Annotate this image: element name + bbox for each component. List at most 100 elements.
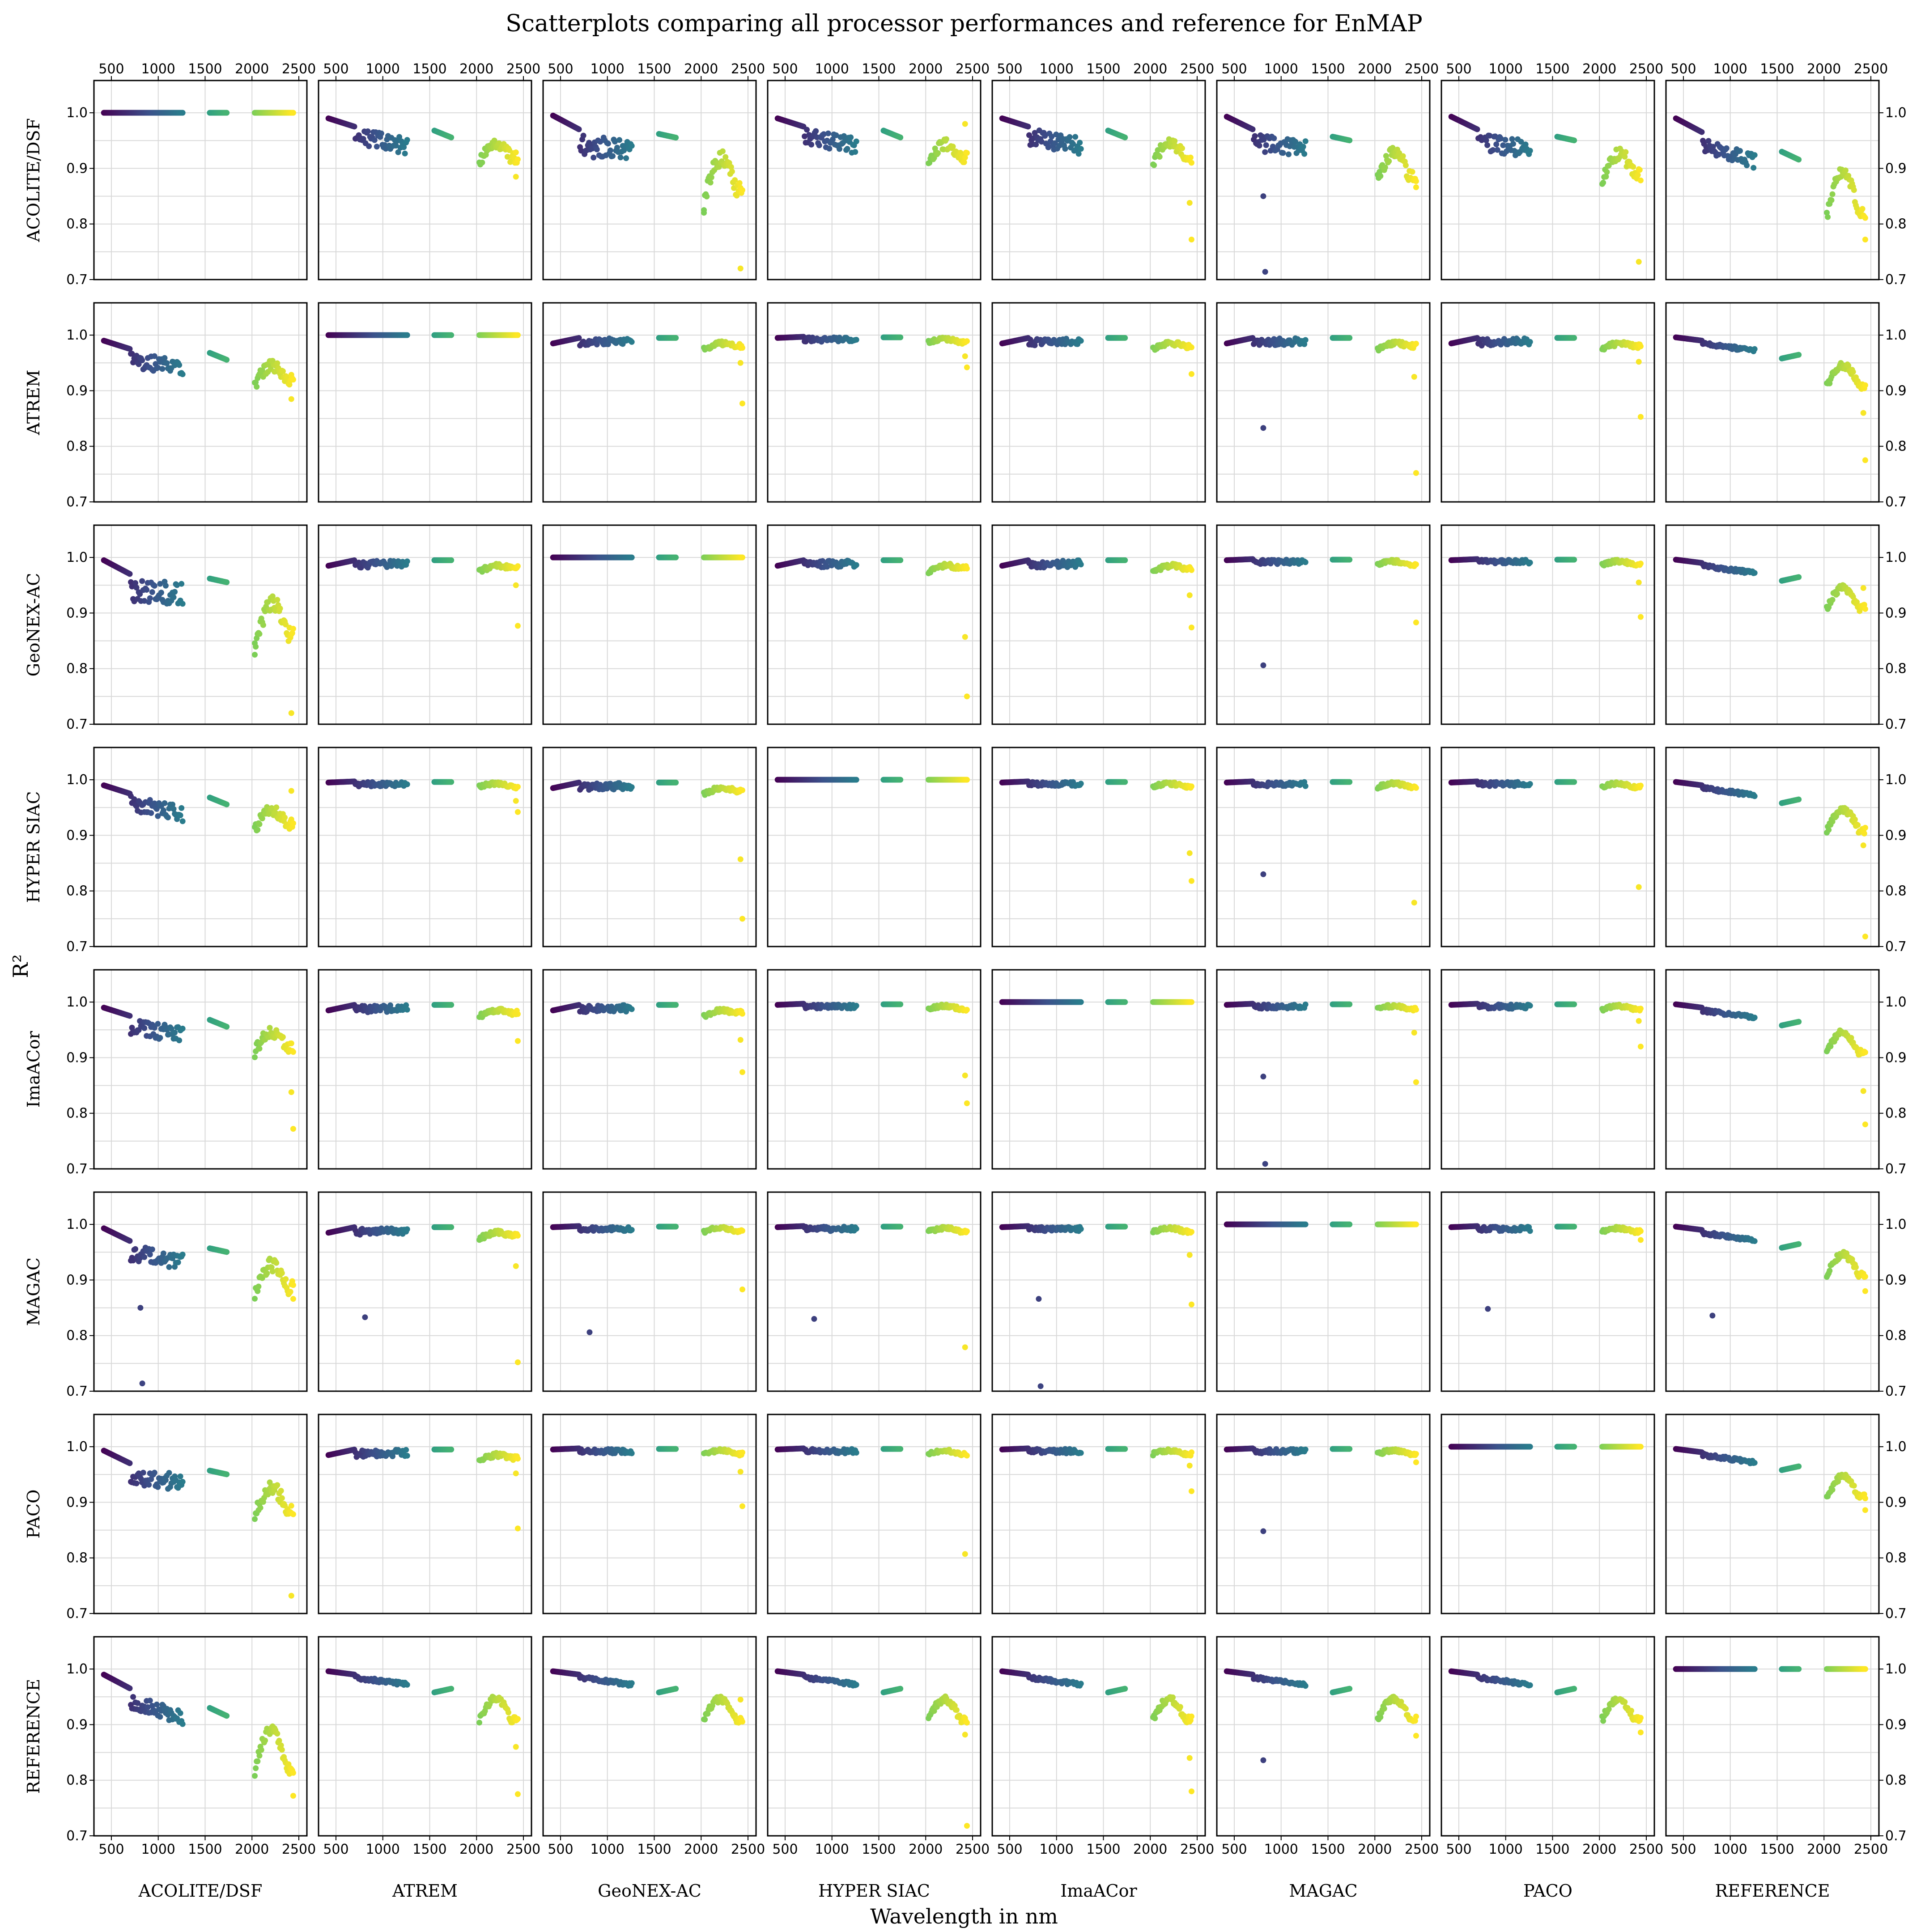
data-point — [139, 578, 145, 584]
outlier-point — [288, 1089, 294, 1095]
data-point — [282, 815, 288, 821]
data-point — [256, 631, 263, 637]
data-point — [728, 164, 734, 170]
x-tick-label: 500 — [1670, 61, 1696, 77]
outlier-point — [964, 693, 970, 700]
panel-points — [1448, 556, 1644, 620]
data-point — [808, 141, 815, 148]
panel-frame — [1665, 302, 1880, 503]
data-point — [1122, 557, 1128, 563]
data-point — [179, 110, 186, 116]
panel-points — [999, 557, 1194, 631]
data-point — [179, 1025, 186, 1032]
data-point — [1067, 134, 1073, 140]
data-point — [177, 812, 183, 819]
panel-points — [101, 110, 296, 116]
data-point — [1862, 606, 1868, 612]
outlier-point — [1260, 425, 1266, 431]
panel-points — [101, 338, 296, 402]
data-point — [290, 110, 296, 116]
x-tick-label: 2500 — [1405, 61, 1439, 77]
data-point — [597, 139, 603, 145]
data-point — [1623, 149, 1629, 155]
data-point — [1156, 153, 1163, 160]
panel-frame — [542, 302, 757, 503]
panel-points — [550, 112, 745, 272]
outlier-point — [1860, 410, 1866, 416]
panel-points — [1673, 779, 1868, 940]
panel-points — [1673, 115, 1868, 243]
data-point — [1070, 141, 1076, 147]
data-point — [1796, 796, 1802, 803]
x-tick-label: 1000 — [591, 61, 625, 77]
data-point — [1025, 123, 1031, 130]
data-point — [897, 334, 904, 340]
data-point — [607, 147, 613, 153]
data-point — [172, 1029, 178, 1036]
data-point — [164, 360, 170, 366]
data-point — [1301, 151, 1308, 157]
panel-4-8: 0.70.80.91.0 — [1665, 747, 1907, 955]
data-point — [1033, 141, 1039, 148]
data-point — [155, 365, 161, 371]
data-point — [401, 144, 407, 150]
data-point — [1850, 369, 1856, 375]
y-tick-label: 0.9 — [1885, 605, 1907, 621]
data-point — [1155, 147, 1161, 153]
panel-frame — [318, 747, 532, 947]
x-tick-label: 500 — [772, 61, 798, 77]
data-point — [224, 1023, 230, 1030]
outlier-point — [288, 788, 294, 794]
data-point — [739, 554, 745, 560]
data-point — [402, 150, 408, 157]
panel-1-6: 500 1000 1500 2000 2500 — [1216, 61, 1439, 280]
y-tick-label: 0.7 — [1885, 494, 1907, 510]
data-point — [290, 1049, 296, 1055]
data-point — [176, 362, 183, 368]
outlier-point — [1637, 614, 1644, 620]
panel-4-4 — [767, 747, 982, 947]
data-point — [1604, 169, 1610, 175]
data-point — [1751, 165, 1757, 171]
data-point — [1527, 148, 1533, 154]
x-tick-label: 2000 — [909, 61, 943, 77]
y-tick-label: 0.8 — [1885, 217, 1907, 232]
data-point — [404, 332, 410, 338]
data-point — [1630, 164, 1636, 170]
panel-points — [325, 778, 521, 815]
x-tick-label: 2500 — [1854, 61, 1888, 77]
x-tick-label: 2500 — [1180, 61, 1214, 77]
data-point — [1861, 830, 1867, 836]
data-point — [825, 130, 831, 136]
data-point — [504, 154, 510, 160]
panel-frame — [991, 80, 1206, 280]
data-point — [732, 177, 738, 183]
panel-2-2 — [318, 302, 532, 503]
data-point — [853, 138, 859, 144]
panel-1-2: 500 1000 1500 2000 2500 — [318, 61, 540, 280]
data-point — [1855, 822, 1861, 828]
data-point — [964, 777, 970, 783]
data-point — [1600, 179, 1606, 186]
x-tick-label: 1000 — [1713, 61, 1747, 77]
data-point — [514, 784, 521, 790]
data-point — [224, 801, 230, 807]
y-tick-label: 0.8 — [66, 661, 88, 677]
data-point — [1494, 147, 1500, 153]
outlier-point — [962, 121, 968, 127]
panel-3-1: 0.70.80.91.0 — [66, 524, 308, 732]
y-tick-label: 1.0 — [1885, 772, 1907, 788]
panel-frame — [767, 80, 982, 280]
data-point — [802, 133, 808, 140]
x-tick-label: 2500 — [731, 61, 765, 77]
data-point — [1045, 144, 1051, 150]
outlier-point — [513, 174, 519, 180]
outlier-point — [1862, 237, 1868, 243]
outlier-point — [1188, 371, 1194, 377]
data-point — [259, 367, 265, 374]
y-tick-label: 1.0 — [66, 994, 88, 1010]
panel-points — [325, 557, 521, 629]
data-point — [1049, 133, 1055, 140]
data-point — [256, 821, 263, 828]
